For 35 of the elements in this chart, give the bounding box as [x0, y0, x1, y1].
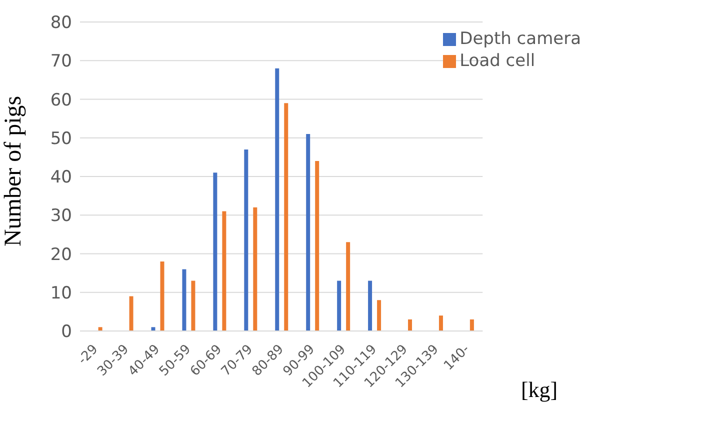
bar: [408, 319, 412, 331]
bar: [337, 280, 342, 331]
legend-label: Depth camera: [460, 29, 581, 49]
bar: [98, 327, 102, 331]
bar: [244, 149, 248, 331]
y-tick-label: 0: [61, 322, 72, 342]
y-tick-label: 10: [50, 283, 72, 304]
bar: [284, 103, 288, 331]
bar: [191, 280, 196, 331]
bar: [253, 207, 258, 331]
y-tick-label: 30: [50, 206, 72, 226]
y-tick-label: 70: [50, 52, 72, 72]
bar: [213, 172, 218, 331]
y-axis-title: Number of pigs: [0, 96, 27, 246]
x-axis-title: [kg]: [520, 377, 558, 402]
bar: [377, 300, 382, 331]
bar: [151, 327, 156, 331]
bar: [222, 211, 226, 331]
bar: [438, 316, 443, 331]
bar: [470, 319, 474, 331]
y-tick-label: 80: [50, 13, 72, 34]
bar: [129, 296, 134, 331]
legend-label: Load cell: [460, 51, 536, 71]
y-tick-label: 20: [50, 244, 72, 265]
y-tick-label: 50: [50, 128, 72, 149]
x-tick-label: 140-: [441, 342, 474, 374]
bar: [306, 134, 310, 331]
bar: [160, 261, 164, 331]
bar: [346, 242, 350, 331]
bar: [182, 269, 186, 331]
bar: [315, 161, 320, 331]
y-tick-label: 60: [50, 90, 72, 110]
y-tick-label: 40: [50, 168, 72, 188]
bar: [368, 280, 372, 331]
bar: [275, 68, 280, 331]
